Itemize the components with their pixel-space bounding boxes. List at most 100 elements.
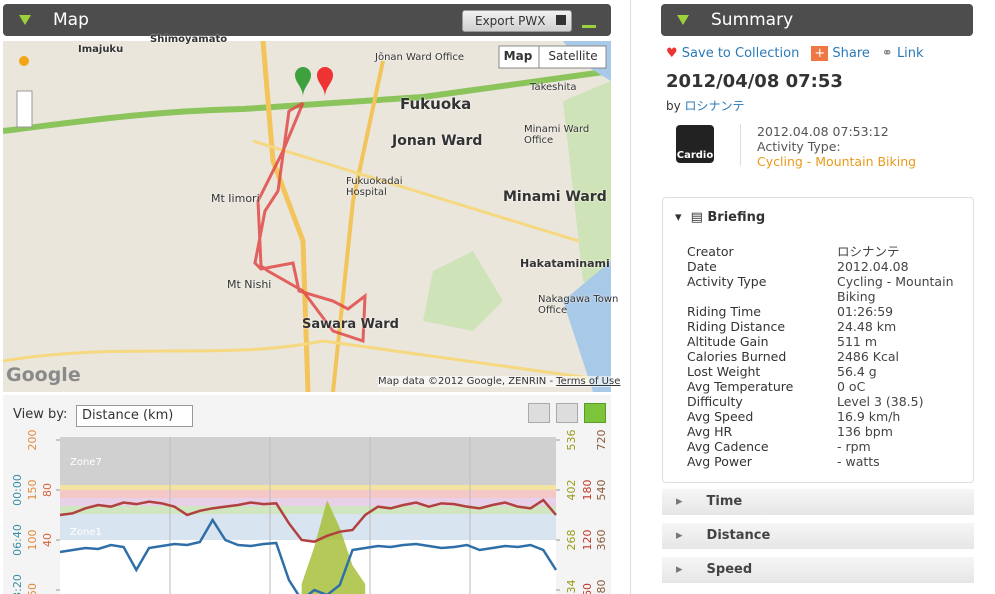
place-label: Fukuoka bbox=[400, 95, 472, 113]
section-title: Speed bbox=[706, 562, 753, 577]
chart: Zone7 Zone1 00:00 06:40 13:20 50 100 150 200 40 80… bbox=[11, 430, 608, 594]
place-label: Shimoyamato bbox=[150, 34, 228, 45]
briefing-value: 2012.04.08 bbox=[837, 259, 909, 274]
briefing-header[interactable]: ▾ ▤ Briefing bbox=[675, 210, 766, 225]
briefing-row: Lost Weight 56.4 g bbox=[687, 364, 965, 379]
terms-link[interactable]: Terms of Use bbox=[556, 376, 621, 387]
author-link[interactable]: ロシナンテ bbox=[684, 99, 745, 113]
briefing-row: Avg Temperature 0 oC bbox=[687, 379, 965, 394]
section-title: Time bbox=[706, 494, 743, 509]
briefing-row: Riding Time 01:26:59 bbox=[687, 304, 965, 319]
briefing-box: ▾ ▤ Briefing Creator ロシナンテ Date 2012.04.08 A… bbox=[662, 197, 974, 483]
view-by-value: Distance (km) bbox=[82, 408, 174, 423]
briefing-row: Avg HR 136 bpm bbox=[687, 424, 965, 439]
briefing-key: Creator bbox=[687, 244, 734, 259]
briefing-key: Date bbox=[687, 259, 717, 274]
map-type-map[interactable]: Map bbox=[503, 49, 533, 63]
line bbox=[59, 498, 557, 543]
briefing-value: 01:26:59 bbox=[837, 304, 894, 319]
briefing-key: Lost Weight bbox=[687, 364, 761, 379]
place-label: Hakataminami bbox=[520, 257, 610, 270]
briefing-key: Calories Burned bbox=[687, 349, 787, 364]
briefing-row: Difficulty Level 3 (38.5) bbox=[687, 394, 965, 409]
zone-band bbox=[60, 514, 556, 540]
view-by-label: View by: bbox=[13, 407, 68, 422]
section-arrow: ▸ bbox=[676, 494, 683, 509]
map bbox=[3, 41, 611, 392]
activity-type[interactable]: Cycling - Mountain Biking bbox=[757, 154, 917, 169]
provider-logo: Google bbox=[6, 364, 81, 386]
view-by-select[interactable]: Distance (km) bbox=[76, 405, 193, 427]
briefing-value: - rpm bbox=[837, 439, 871, 454]
y-tick-label: 536 bbox=[565, 430, 578, 451]
map-type-satellite[interactable]: Satellite bbox=[548, 49, 598, 63]
y-tick-label: 720 bbox=[595, 430, 608, 451]
save-label: Save to Collection bbox=[681, 46, 800, 61]
y-tick-label: 180 bbox=[581, 480, 594, 501]
line bbox=[59, 517, 558, 594]
y-tick-label: 00:00 bbox=[11, 474, 24, 506]
y-tick-label: 06:40 bbox=[11, 524, 24, 556]
expand-button[interactable] bbox=[584, 403, 606, 423]
place-label: Mt Iimori bbox=[211, 192, 260, 205]
link-action[interactable]: ⚭ Link bbox=[881, 46, 924, 61]
place-label: Imajuku bbox=[78, 44, 124, 55]
section-title: Distance bbox=[706, 528, 771, 543]
briefing-value: 0 oC bbox=[837, 379, 866, 394]
area bbox=[301, 500, 366, 594]
print-button[interactable] bbox=[528, 403, 550, 423]
zone-band bbox=[60, 498, 556, 506]
briefing-row: Altitude Gain 511 m bbox=[687, 334, 965, 349]
summary-title: Summary bbox=[711, 10, 794, 30]
place-label: Minami Ward Office bbox=[524, 124, 590, 146]
briefing-key: Altitude Gain bbox=[687, 334, 769, 349]
briefing-key: Avg Cadence bbox=[687, 439, 769, 454]
place-label: Jonan Ward bbox=[392, 133, 483, 149]
y-tick-label: 60 bbox=[581, 583, 594, 594]
y-tick-label: 200 bbox=[26, 430, 39, 451]
activity-info: 2012.04.08 07:53:12 Activity Type: Cycli… bbox=[757, 124, 916, 169]
briefing-value: Level 3 (38.5) bbox=[837, 394, 924, 409]
briefing-value: 511 m bbox=[837, 334, 878, 349]
y-tick-label: 120 bbox=[581, 530, 594, 551]
zone-label: Zone7 bbox=[70, 457, 102, 468]
download-icon[interactable] bbox=[582, 13, 596, 28]
activity-badge: Cardio bbox=[676, 125, 714, 163]
save-action[interactable]: ♥ Save to Collection bbox=[666, 46, 800, 61]
section-header[interactable]: ▸ Speed bbox=[662, 557, 974, 583]
section-arrow: ▸ bbox=[676, 528, 683, 543]
briefing-key: Avg Temperature bbox=[687, 379, 794, 394]
zone-band bbox=[60, 437, 556, 485]
share-action[interactable]: + Share bbox=[811, 46, 870, 61]
section-header[interactable]: ▸ Time bbox=[662, 489, 974, 515]
place-label: Minami Ward bbox=[503, 189, 607, 205]
timestamp: 2012.04.08 07:53:12 bbox=[757, 124, 889, 139]
y-tick-label: 402 bbox=[565, 480, 578, 501]
actions: ♥ Save to Collection + Share ⚭ Link bbox=[666, 46, 924, 61]
y-tick-label: 360 bbox=[595, 530, 608, 551]
section-header[interactable]: ▸ Distance bbox=[662, 523, 974, 549]
y-tick-label: 180 bbox=[595, 580, 608, 594]
briefing-row: Avg Speed 16.9 km/h bbox=[687, 409, 965, 424]
export-button[interactable]: Export PWX bbox=[462, 10, 572, 32]
activity-title: 2012/04/08 07:53 bbox=[666, 71, 843, 92]
briefing-value: 24.48 km bbox=[837, 319, 897, 334]
briefing-value: 136 bpm bbox=[837, 424, 893, 439]
briefing-value: 2486 Kcal bbox=[837, 349, 899, 364]
briefing-row: Date 2012.04.08 bbox=[687, 259, 965, 274]
briefing-key: Avg HR bbox=[687, 424, 733, 439]
y-tick-label: 150 bbox=[26, 480, 39, 501]
save-button[interactable] bbox=[556, 403, 578, 423]
briefing-key: Riding Distance bbox=[687, 319, 786, 334]
place-label: Mt Nishi bbox=[227, 278, 272, 291]
place-label: Takeshita bbox=[530, 82, 577, 93]
export-label: Export PWX bbox=[475, 14, 546, 28]
y-tick-label: 100 bbox=[26, 530, 39, 551]
place-label: Sawara Ward bbox=[302, 317, 399, 332]
briefing-key: Riding Time bbox=[687, 304, 761, 319]
summary-header: Summary bbox=[661, 4, 973, 36]
section-arrow: ▸ bbox=[676, 562, 683, 577]
y-tick-label: 134 bbox=[565, 580, 578, 594]
map-title: Map bbox=[53, 10, 89, 30]
